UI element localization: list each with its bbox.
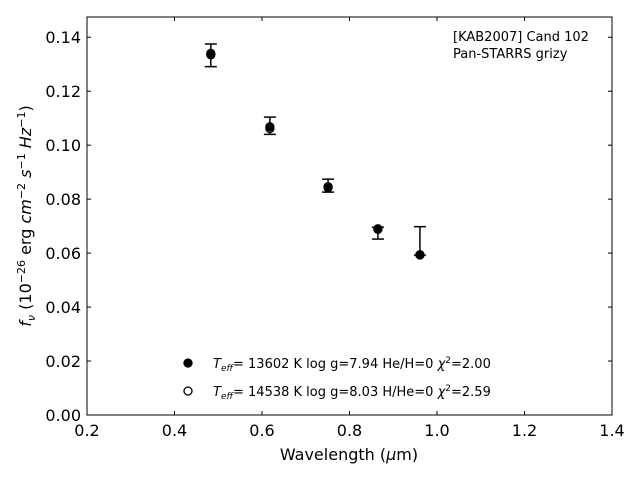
y-tick-label: 0.04	[45, 298, 81, 317]
annotation-line-2: Pan-STARRS grizy	[453, 47, 568, 62]
model-point-filled	[323, 182, 333, 192]
x-tick-label: 0.2	[74, 421, 99, 440]
model-point-filled	[373, 224, 383, 234]
annotation-line-1: [KAB2007] Cand 102	[453, 30, 589, 45]
y-axis-label: fν (10−26 erg cm−2 s−1 Hz−1)	[15, 105, 38, 326]
legend-marker	[183, 386, 193, 396]
legend-label: Teff= 13602 K log g=7.94 He/H=0 χ2=2.00	[213, 356, 491, 374]
y-tick-label: 0.10	[45, 136, 81, 155]
x-tick-label: 1.0	[424, 421, 449, 440]
model-point-filled	[265, 122, 275, 132]
y-tick-label: 0.00	[45, 406, 81, 425]
y-tick-label: 0.02	[45, 352, 81, 371]
x-tick-label: 1.4	[599, 421, 624, 440]
model-point-filled	[415, 250, 425, 260]
x-tick-label: 1.2	[512, 421, 537, 440]
x-axis-label: Wavelength (μm)	[280, 445, 418, 464]
x-tick-label: 0.4	[162, 421, 187, 440]
y-tick-label: 0.06	[45, 244, 81, 263]
y-tick-label: 0.12	[45, 82, 81, 101]
x-tick-label: 0.8	[337, 421, 362, 440]
legend: Teff= 13602 K log g=7.94 He/H=0 χ2=2.00 T…	[183, 356, 491, 402]
y-tick-label: 0.08	[45, 190, 81, 209]
y-tick-label: 0.14	[45, 28, 81, 47]
model-point-filled	[206, 50, 216, 60]
x-tick-label: 0.6	[249, 421, 274, 440]
axes-frame	[86, 16, 613, 416]
legend-label: Teff= 14538 K log g=8.03 H/He=0 χ2=2.59	[213, 384, 491, 402]
legend-marker	[183, 358, 193, 368]
